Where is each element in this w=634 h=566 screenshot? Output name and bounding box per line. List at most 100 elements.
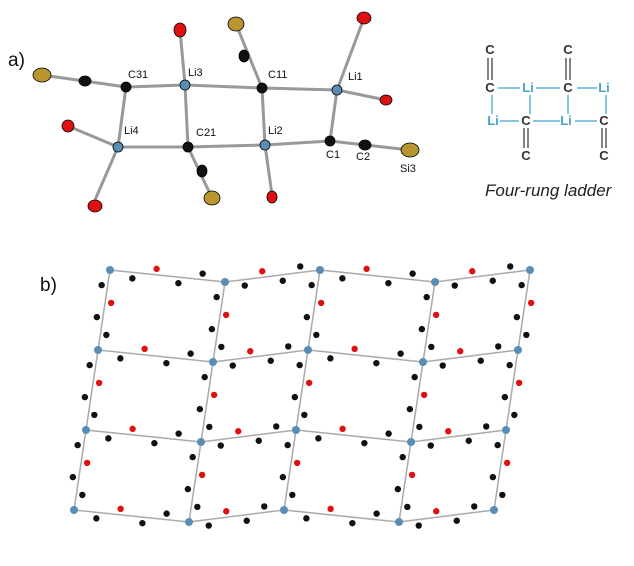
atom <box>303 515 309 521</box>
atom <box>211 392 217 398</box>
atom <box>94 314 100 320</box>
atom <box>516 380 522 386</box>
atom <box>139 520 145 526</box>
atom-label: Li3 <box>188 67 203 79</box>
scheme-atom: Li <box>598 80 610 95</box>
atom <box>297 263 303 269</box>
bond <box>411 362 423 442</box>
atom <box>339 275 345 281</box>
atom <box>499 492 505 498</box>
atom <box>96 380 102 386</box>
atom <box>256 438 262 444</box>
atom <box>206 522 212 528</box>
li-atom <box>197 438 205 446</box>
atom <box>452 282 458 288</box>
li-atom <box>514 346 522 354</box>
atom <box>117 355 123 361</box>
scheme-atom: Li <box>487 113 499 128</box>
bond <box>201 362 213 442</box>
atom <box>98 282 104 288</box>
scheme-atom: C <box>521 148 531 163</box>
bond <box>296 350 308 430</box>
bond <box>399 442 411 522</box>
bond <box>225 270 320 282</box>
atom <box>175 430 181 436</box>
atom-label: C11 <box>268 69 287 81</box>
li-atom <box>292 426 300 434</box>
atom <box>296 362 302 368</box>
atom <box>301 412 307 418</box>
atom-label: Li2 <box>268 125 283 137</box>
atom-label: Li4 <box>124 125 139 137</box>
atom <box>395 486 401 492</box>
bond <box>98 270 110 350</box>
atom <box>223 312 229 318</box>
atom <box>466 438 472 444</box>
scheme-atom: C <box>563 80 573 95</box>
atom <box>518 282 524 288</box>
atom <box>404 504 410 510</box>
bond <box>320 270 435 282</box>
atom <box>385 430 391 436</box>
atom <box>209 326 215 332</box>
atom <box>428 344 434 350</box>
atom <box>213 294 219 300</box>
atom <box>185 486 191 492</box>
bond <box>189 510 284 522</box>
li-atom <box>395 518 403 526</box>
atom <box>419 326 425 332</box>
atom-label: Li1 <box>348 71 363 83</box>
li-atom <box>70 506 78 514</box>
bond <box>296 430 411 442</box>
atom <box>163 510 169 516</box>
page: a) b) C31Li3C11Li1Li4C21Li2C1C2Si3 CCCLi… <box>0 0 634 566</box>
atom <box>235 428 241 434</box>
atom <box>294 460 300 466</box>
atom <box>327 506 333 512</box>
atom <box>495 343 501 349</box>
atom <box>117 506 123 512</box>
bond <box>86 350 98 430</box>
atom <box>385 280 391 286</box>
atom <box>82 394 88 400</box>
scheme-atom: C <box>485 42 495 57</box>
atom <box>230 362 236 368</box>
atom <box>194 504 200 510</box>
atom <box>327 355 333 361</box>
atom <box>84 460 90 466</box>
li-atom <box>304 346 312 354</box>
atom <box>201 374 207 380</box>
scheme-atom: Li <box>560 113 572 128</box>
atom <box>411 374 417 380</box>
atom <box>440 362 446 368</box>
bond <box>423 282 435 362</box>
atom <box>284 442 290 448</box>
atom <box>280 278 286 284</box>
scheme-atom: C <box>563 42 573 57</box>
bond <box>201 430 296 442</box>
bond <box>213 350 308 362</box>
li-atom <box>431 278 439 286</box>
li-atom <box>407 438 415 446</box>
atom <box>318 300 324 306</box>
li-atom <box>419 358 427 366</box>
bond <box>86 430 201 442</box>
atom <box>397 350 403 356</box>
panel-label: a) <box>8 50 25 71</box>
bond <box>494 430 506 510</box>
atom <box>242 282 248 288</box>
atom <box>416 424 422 430</box>
atom <box>502 394 508 400</box>
bond <box>74 510 189 522</box>
atom <box>153 266 159 272</box>
molecule-a <box>42 18 410 200</box>
bond <box>189 442 201 522</box>
atom <box>74 442 80 448</box>
atom <box>206 424 212 430</box>
bond <box>435 270 530 282</box>
atom <box>129 275 135 281</box>
li-atom <box>209 358 217 366</box>
atom <box>315 435 321 441</box>
caption: Four-rung ladder <box>485 181 613 200</box>
atom-label: C31 <box>128 69 148 81</box>
